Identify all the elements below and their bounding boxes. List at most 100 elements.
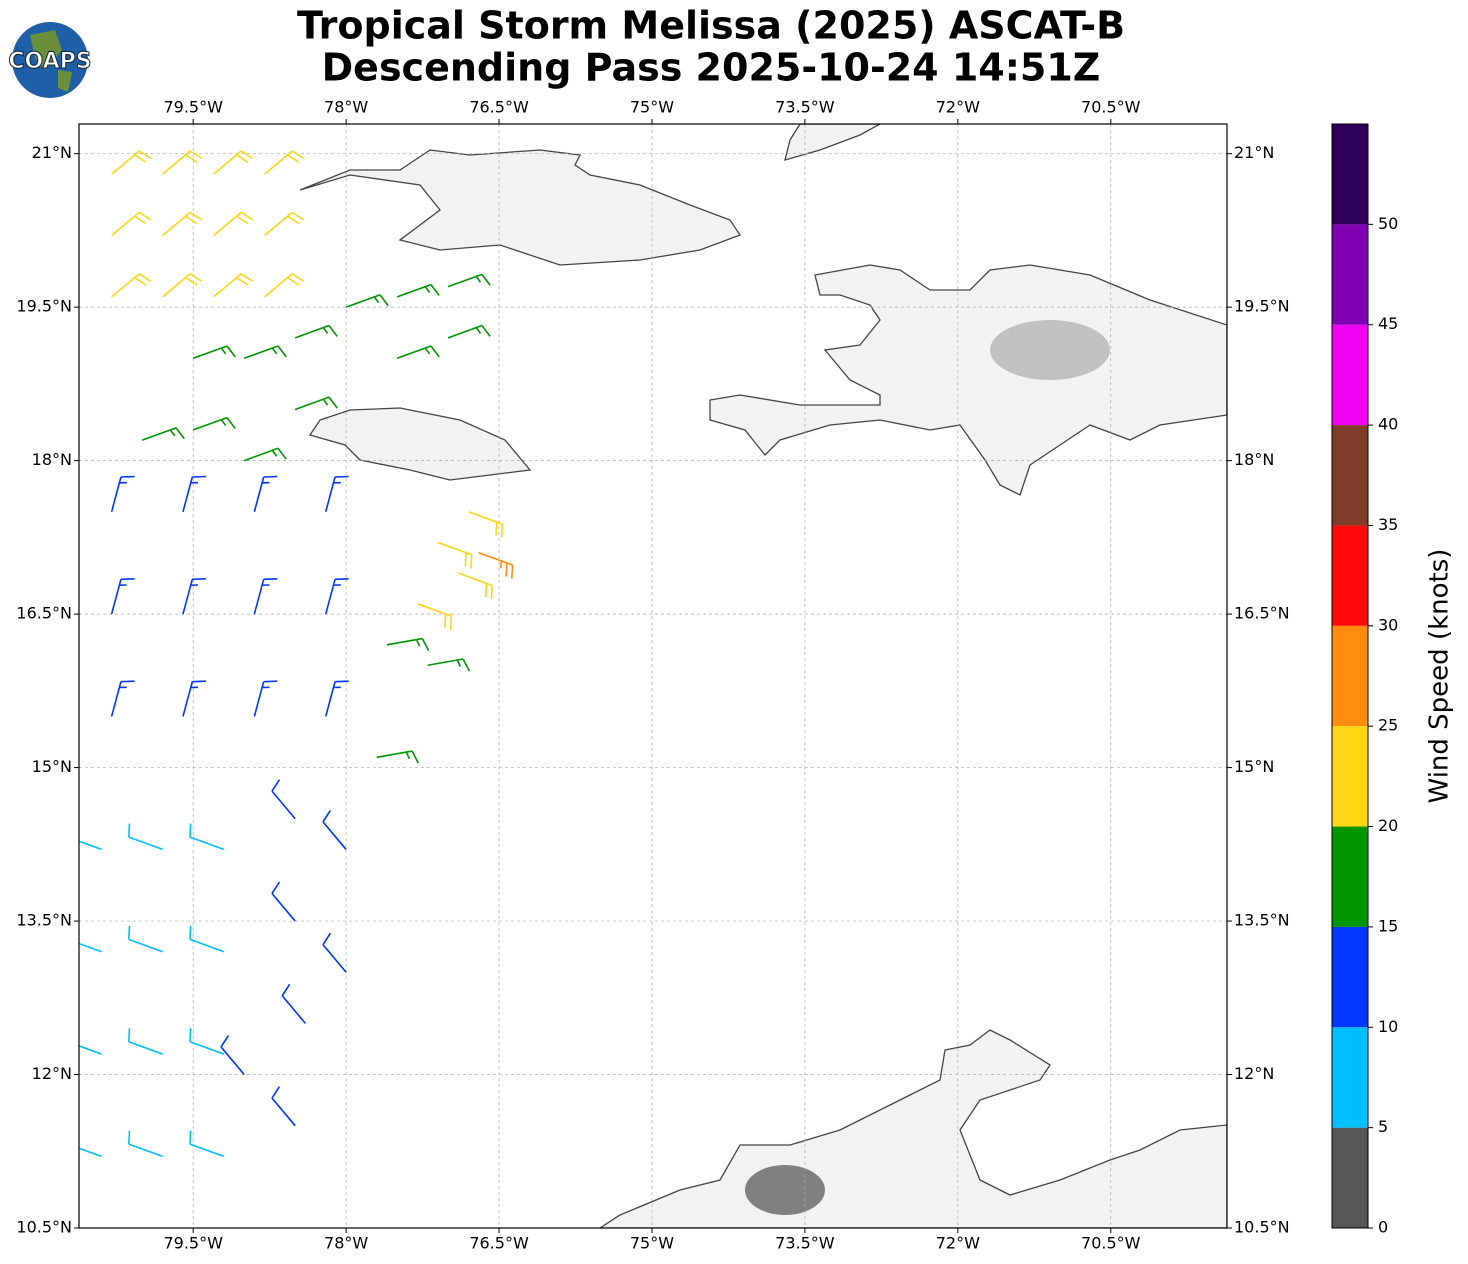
wind-barb (396, 345, 440, 360)
lat-tick-label: 13.5°N (1234, 911, 1290, 930)
lat-tick-label: 16.5°N (16, 604, 72, 623)
lat-tick-label: 16.5°N (1234, 604, 1290, 623)
wind-barb (376, 750, 420, 764)
colorbar-frame (1331, 123, 1369, 1229)
colorbar-segment (1332, 324, 1368, 426)
colorbar-segment (1332, 124, 1368, 225)
colorbar-tick-label: 25 (1378, 716, 1398, 735)
wind-barb (110, 578, 135, 615)
wind-barb (447, 273, 491, 288)
wind-barb (192, 416, 236, 431)
barb-layer (79, 150, 514, 1158)
colorbar-segment (1332, 1027, 1368, 1128)
wind-barb (294, 324, 338, 339)
wind-barb (447, 324, 491, 339)
wind-barb (457, 572, 493, 600)
colorbar-tick-label: 35 (1378, 515, 1398, 534)
lon-tick-label: 79.5°W (163, 1234, 223, 1253)
south-america (598, 1029, 1227, 1228)
colorbar-segment (1332, 525, 1368, 626)
wind-barb (220, 1035, 245, 1076)
colorbar-tick-label: 10 (1378, 1017, 1398, 1036)
wind-barb (386, 637, 430, 652)
wind-barb (468, 511, 504, 538)
lon-tick-label: 76.5°W (469, 1234, 529, 1253)
logo: COAPS (8, 22, 92, 98)
wind-barb (127, 1130, 163, 1158)
wind-barb (427, 658, 471, 672)
cuba (299, 149, 741, 266)
wind-barb (264, 150, 304, 175)
wind-barb (396, 283, 440, 298)
wind-barb (182, 680, 206, 717)
wind-barb (79, 1147, 102, 1158)
wind-barb (322, 809, 347, 850)
wind-barb (213, 211, 254, 237)
wind-barb (437, 541, 473, 569)
wind-barb (271, 1086, 296, 1127)
lon-tick-label: 73.5°W (775, 98, 835, 117)
wind-barb (189, 1028, 225, 1055)
wind-barb (243, 345, 287, 360)
lon-tick-label: 75°W (630, 1234, 674, 1253)
wind-barb (192, 345, 236, 360)
wind-barb (264, 273, 304, 298)
wind-barb (213, 150, 254, 175)
wind-barb (110, 475, 135, 512)
logo-land (30, 30, 72, 92)
wind-barb (111, 150, 152, 175)
colorbar-tick-label: 15 (1378, 916, 1398, 935)
lon-tick-label: 76.5°W (469, 98, 529, 117)
wind-barb (79, 1045, 102, 1055)
colorbar-tick-label: 5 (1378, 1117, 1388, 1136)
colorbar-tick-label: 30 (1378, 615, 1398, 634)
wind-barb (243, 447, 287, 462)
land-layer (299, 124, 1227, 1228)
logo-text: COAPS (8, 49, 91, 74)
wind-barb (294, 396, 338, 411)
wind-barb (162, 150, 203, 175)
lat-tick-label: 12°N (32, 1064, 72, 1083)
lon-tick-label: 73.5°W (775, 1234, 835, 1253)
lon-tick-label: 78°W (324, 1234, 368, 1253)
wind-barb (110, 680, 135, 717)
wind-barb (324, 578, 349, 615)
wind-barb (162, 273, 203, 298)
lon-tick-label: 70.5°W (1081, 98, 1141, 117)
lon-tick-label: 72°W (936, 1234, 980, 1253)
wind-barb (271, 881, 296, 922)
lon-tick-label: 78°W (324, 98, 368, 117)
wind-barb (271, 779, 296, 820)
wind-barb (127, 925, 163, 953)
wind-barb (189, 1130, 225, 1158)
wind-barb (253, 475, 278, 512)
colorbar-tick-label: 45 (1378, 314, 1398, 333)
terrain-shade (745, 1165, 825, 1215)
lat-tick-label: 13.5°N (16, 911, 72, 930)
colorbar-segment (1332, 625, 1368, 727)
lat-tick-label: 18°N (1234, 450, 1274, 469)
wind-barb (417, 603, 453, 630)
wind-barb (127, 1028, 163, 1055)
wind-barb (79, 942, 102, 953)
wind-barb (281, 983, 306, 1024)
lat-tick-label: 21°N (32, 143, 72, 162)
wind-barb (189, 823, 225, 851)
lat-tick-label: 19.5°N (16, 297, 72, 316)
lat-tick-label: 15°N (32, 757, 72, 776)
wind-barb (141, 427, 185, 441)
map-frame (78, 123, 1228, 1229)
lat-tick-label: 21°N (1234, 143, 1274, 162)
colorbar-tick-label: 40 (1378, 415, 1398, 434)
colorbar-segment (1332, 726, 1368, 827)
wind-barb (324, 680, 349, 717)
colorbar-segment (1332, 425, 1368, 526)
lat-tick-label: 12°N (1234, 1064, 1274, 1083)
wind-barb (478, 551, 514, 579)
lat-tick-label: 10.5°N (1234, 1218, 1290, 1237)
lat-tick-label: 10.5°N (16, 1218, 72, 1237)
lat-tick-label: 19.5°N (1234, 297, 1290, 316)
wind-barb (253, 680, 278, 717)
wind-barb (213, 273, 254, 298)
